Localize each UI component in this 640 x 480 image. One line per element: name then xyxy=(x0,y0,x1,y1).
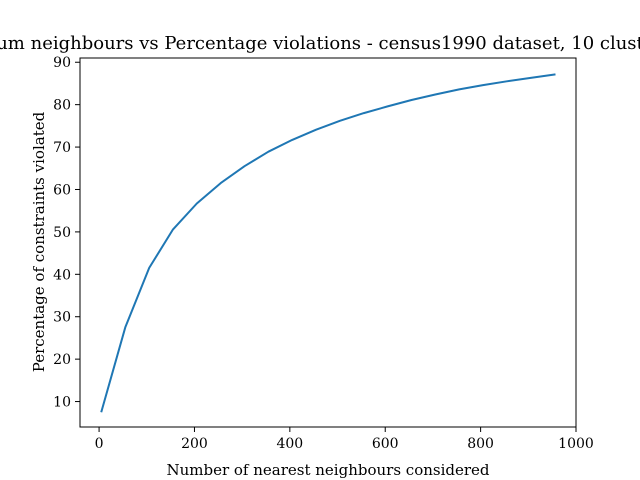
y-tick-label: 90 xyxy=(53,55,71,71)
y-tick-label: 10 xyxy=(53,395,71,411)
series-line-0 xyxy=(100,73,556,413)
x-tick-label: 800 xyxy=(467,436,494,452)
y-tick-label: 50 xyxy=(53,225,71,241)
y-tick-label: 80 xyxy=(53,98,71,114)
y-tick-label: 40 xyxy=(53,267,71,283)
y-tick-label: 70 xyxy=(53,140,71,156)
x-tick-label: 1000 xyxy=(558,436,594,452)
plot-frame xyxy=(79,57,577,428)
x-axis: 0 200 400 600 800 1000 xyxy=(95,427,594,452)
x-tick-label: 400 xyxy=(276,436,303,452)
y-tick-label: 60 xyxy=(53,182,71,198)
y-tick-label: 20 xyxy=(53,352,71,368)
chart-title: um neighbours vs Percentage violations -… xyxy=(0,33,640,54)
x-tick-label: 200 xyxy=(181,436,208,452)
x-tick-label: 600 xyxy=(372,436,399,452)
y-tick-label: 30 xyxy=(53,310,71,326)
plot-area xyxy=(79,57,577,428)
y-axis: 10 20 30 40 50 60 70 80 90 xyxy=(53,55,80,411)
y-axis-label: Percentage of constraints violated xyxy=(30,111,48,372)
x-axis-label: Number of nearest neighbours considered xyxy=(166,461,489,479)
x-tick-label: 0 xyxy=(95,436,104,452)
